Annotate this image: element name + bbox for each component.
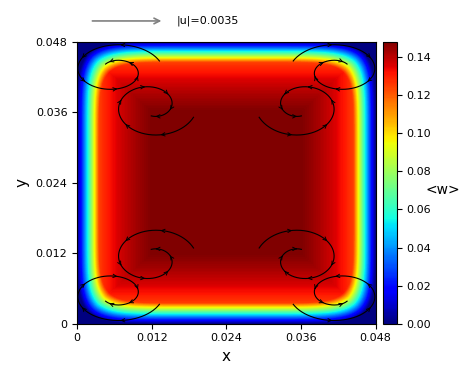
Y-axis label: <w>: <w>	[425, 183, 460, 197]
X-axis label: x: x	[222, 349, 231, 364]
Text: |u|=0.0035: |u|=0.0035	[177, 16, 239, 26]
Y-axis label: y: y	[15, 178, 30, 187]
